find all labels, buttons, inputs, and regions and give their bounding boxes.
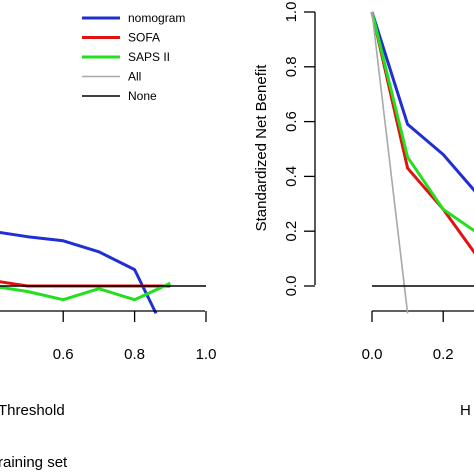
legend-label-saps-ii: SAPS II xyxy=(128,50,170,64)
left-x-tick-label: 0.6 xyxy=(53,346,74,363)
right-y-tick-label: 0.4 xyxy=(283,166,300,187)
right-x-tick-label: 0.2 xyxy=(433,346,454,363)
right-y-tick-label: 0.0 xyxy=(283,276,300,297)
legend-label-all: All xyxy=(128,70,141,84)
right-y-tick-label: 0.6 xyxy=(283,111,300,132)
right-y-ticks: 0.0 0.2 0.4 0.6 0.8 1.0 xyxy=(283,2,315,297)
left-panel: 0.6 0.8 1.0 Threshold raining set nomogram… xyxy=(0,0,216,471)
left-x-axis-label: Threshold xyxy=(0,402,65,419)
right-x-tick-label: 0.0 xyxy=(362,346,383,363)
left-x-tick-label: 1.0 xyxy=(196,346,217,363)
right-x-axis-label: H xyxy=(460,402,471,419)
left-series-sofa-line xyxy=(0,280,171,288)
right-panel: 0.0 0.2 0.4 0.6 0.8 1.0 Standardized Net Bene… xyxy=(253,2,474,419)
right-x-ticks: 0.0 0.2 xyxy=(362,311,454,363)
legend-label-sofa: SOFA xyxy=(128,31,160,45)
left-series-saps-ii-line xyxy=(0,281,171,302)
left-x-ticks: 0.6 0.8 1.0 xyxy=(53,311,217,363)
left-panel-caption: raining set xyxy=(0,454,68,471)
right-series-all-line xyxy=(371,11,409,314)
legend: nomogram SOFA SAPS II All None xyxy=(72,0,212,108)
right-series-lines xyxy=(370,11,474,314)
legend-label-nomogram: nomogram xyxy=(128,11,185,25)
right-series-saps-ii-line xyxy=(370,11,474,233)
right-y-tick-label: 1.0 xyxy=(283,2,300,23)
right-y-axis-label: Standardized Net Benefit xyxy=(253,64,270,232)
right-y-tick-label: 0.8 xyxy=(283,56,300,77)
right-y-tick-label: 0.2 xyxy=(283,221,300,242)
left-series-lines xyxy=(0,230,206,315)
left-series-nomogram-line xyxy=(0,230,158,315)
legend-label-none: None xyxy=(128,89,157,103)
right-series-nomogram-line xyxy=(370,11,474,193)
left-x-tick-label: 0.8 xyxy=(124,346,145,363)
